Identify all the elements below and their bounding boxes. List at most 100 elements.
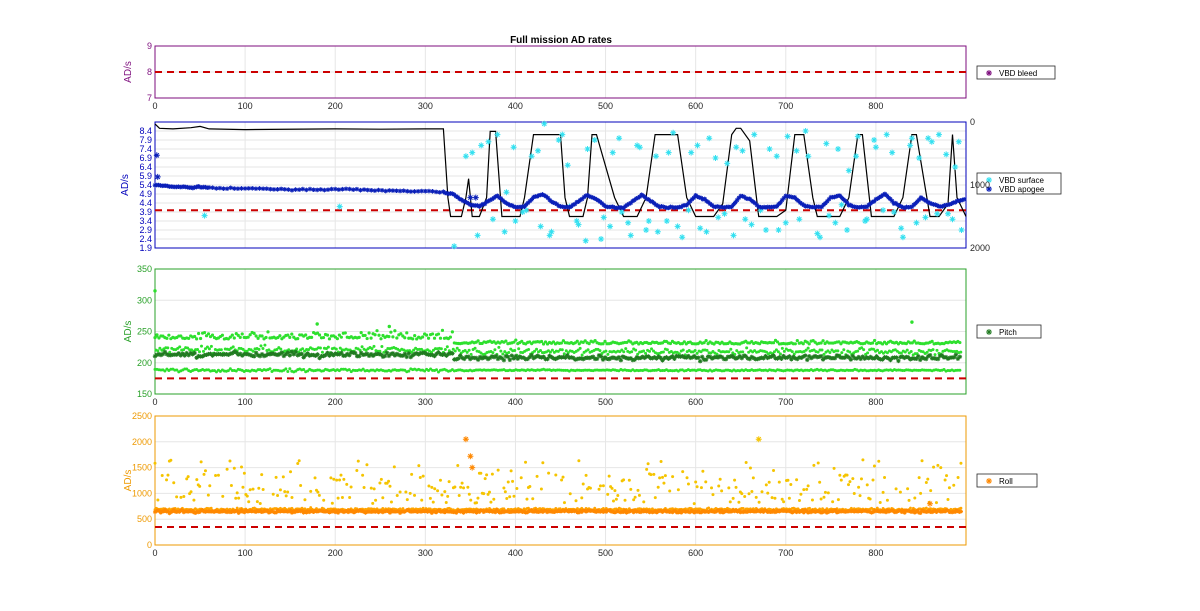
pitch-point	[479, 356, 485, 361]
pitch-point	[208, 351, 213, 357]
legend-box	[976, 172, 1062, 195]
roll-cloud-point	[760, 490, 764, 494]
pitch-upper-point	[335, 337, 339, 341]
pitch-mid-point	[578, 346, 582, 350]
roll-cloud-point	[202, 472, 206, 476]
roll-cloud-point	[770, 496, 774, 500]
apogee-point	[486, 198, 491, 204]
pitch-mid-point	[856, 349, 860, 353]
pitch-upper-point	[539, 339, 544, 344]
pitch-mid-point	[380, 345, 384, 349]
apogee-point	[217, 185, 223, 191]
surface-point	[541, 120, 548, 127]
roll-point	[868, 509, 873, 514]
pitch-mid-point	[513, 349, 517, 353]
pitch-point	[317, 355, 322, 361]
roll-cloud-point	[440, 493, 444, 497]
pitch-point	[424, 351, 429, 357]
roll-cloud-point	[710, 486, 714, 490]
x-tick-label: 200	[328, 397, 343, 407]
pitch-upper-point	[512, 340, 516, 344]
apogee-point	[525, 200, 531, 206]
pitch-point	[650, 355, 655, 361]
pitch-mid-point	[334, 347, 338, 351]
apogee-point	[419, 188, 425, 194]
x-tick-label: 300	[418, 397, 433, 407]
roll-point	[953, 509, 958, 514]
roll-cloud-point	[681, 470, 685, 474]
roll-point	[161, 509, 166, 514]
pitch-mid-point	[196, 348, 200, 352]
apogee-point	[550, 200, 556, 205]
roll-cloud-point	[851, 477, 855, 481]
roll-cloud-point	[372, 487, 376, 491]
roll-point	[612, 510, 617, 515]
pitch-point	[955, 356, 961, 361]
roll-point	[291, 509, 296, 514]
series-vbd-apogee	[152, 152, 967, 211]
pitch-point	[755, 356, 760, 362]
apogee-point	[405, 188, 410, 194]
surface-point	[697, 225, 704, 232]
pitch-point	[743, 354, 748, 359]
apogee-point	[347, 186, 352, 192]
roll-cloud-point	[290, 495, 294, 499]
surface-point	[485, 138, 492, 145]
roll-cloud-point	[943, 478, 947, 482]
x-tick-label: 600	[688, 101, 703, 111]
pitch-point	[382, 353, 388, 359]
surface-point	[751, 131, 758, 138]
apogee-point	[487, 197, 493, 203]
roll-point	[439, 509, 444, 514]
roll-point	[230, 509, 235, 514]
roll-point	[651, 509, 656, 514]
pitch-upper-point	[426, 336, 431, 340]
roll-cloud-point	[166, 473, 170, 477]
pitch-point	[325, 350, 330, 356]
roll-cloud-point	[819, 497, 823, 501]
roll-cloud-point	[919, 491, 923, 495]
roll-point	[559, 509, 564, 514]
roll-cloud-point	[766, 491, 770, 495]
y-tick-label: 5.4	[139, 180, 152, 190]
apogee-point	[231, 186, 237, 191]
roll-cloud-point	[335, 478, 339, 482]
pitch-point	[686, 353, 691, 359]
pitch-upper-point	[363, 333, 367, 338]
pitch-mid-point	[576, 348, 580, 352]
pitch-point	[392, 353, 398, 358]
pitch-point	[277, 351, 283, 357]
pitch-point	[305, 351, 310, 356]
pitch-point	[918, 357, 923, 363]
pitch-upper-point	[504, 339, 508, 343]
pitch-point	[628, 356, 633, 361]
surface-point	[523, 207, 530, 214]
y-tick-label: 1000	[132, 488, 152, 498]
roll-cloud-point	[278, 488, 282, 492]
surface-point	[584, 146, 591, 152]
roll-point	[454, 510, 459, 515]
roll-point	[491, 509, 496, 514]
pitch-point	[345, 351, 350, 357]
pitch-point	[255, 353, 261, 358]
roll-point	[327, 510, 332, 515]
roll-cloud-point	[812, 463, 816, 467]
roll-outlier	[469, 464, 476, 471]
pitch-point	[757, 356, 762, 361]
roll-point	[719, 508, 724, 513]
pitch-point	[422, 350, 427, 355]
pitch-upper-point	[230, 333, 234, 337]
pitch-mid-point	[203, 347, 207, 351]
pitch-mid-point	[451, 347, 455, 351]
apogee-point	[933, 202, 938, 208]
pitch-upper-point	[436, 332, 441, 336]
pitch-upper-point	[702, 341, 706, 345]
pitch-point	[807, 354, 812, 359]
surface-point	[922, 214, 929, 221]
legend-marker	[986, 70, 992, 76]
pitch-point	[939, 353, 945, 358]
plot-frame	[154, 415, 967, 546]
roll-cloud-point	[652, 472, 656, 476]
apogee-point	[386, 188, 392, 193]
pitch-point	[501, 357, 507, 363]
